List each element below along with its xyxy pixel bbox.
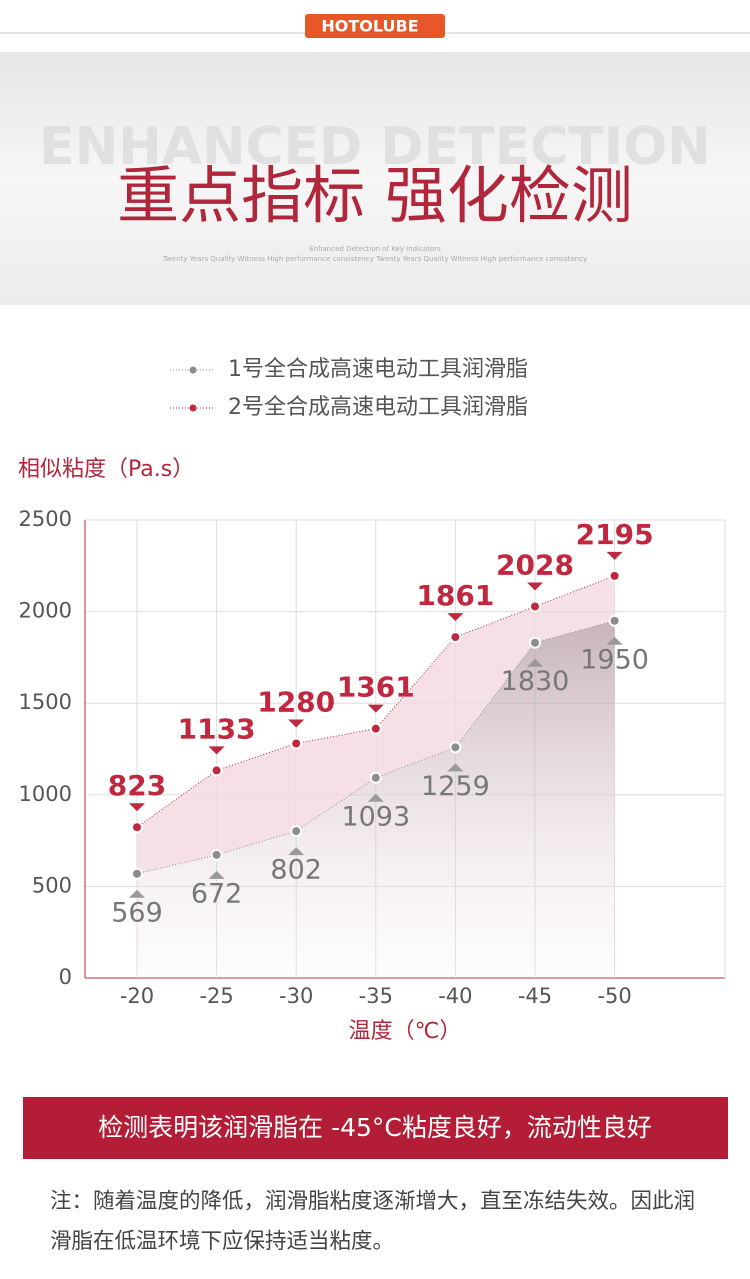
value-label: 2028 [496, 548, 574, 581]
pointer [367, 704, 384, 713]
legend-dot [189, 404, 197, 412]
point [449, 741, 462, 754]
point [369, 771, 382, 784]
x-axis-label: 温度（℃） [349, 1019, 462, 1044]
pointer [288, 847, 305, 856]
y-tick-label: 2500 [19, 507, 72, 531]
legend-dot [189, 366, 197, 374]
point [210, 764, 223, 777]
area-fill [137, 575, 615, 874]
value-label: 1950 [580, 644, 649, 675]
x-tick-label: -35 [359, 984, 393, 1008]
point [529, 600, 541, 613]
pointer [129, 889, 145, 898]
banner-title: 重点指标 强化检测 [117, 159, 633, 232]
point [608, 569, 621, 582]
value-label: 823 [108, 769, 166, 802]
y-tick-label: 1000 [19, 782, 72, 806]
pointer [527, 582, 543, 591]
value-label: 1361 [337, 671, 415, 704]
conclusion-bar [23, 1097, 728, 1159]
point [529, 636, 541, 649]
pointer [606, 551, 623, 560]
point [131, 821, 143, 834]
value-label: 1830 [501, 666, 570, 697]
value-label: 1093 [341, 801, 410, 832]
x-tick-label: -45 [518, 984, 552, 1008]
value-label: 1259 [421, 771, 490, 802]
y-tick-label: 1500 [19, 690, 72, 714]
x-tick-label: -50 [597, 984, 631, 1008]
value-label: 1861 [416, 579, 494, 612]
banner [0, 52, 750, 305]
banner-bg-title: ENHANCED DETECTION [39, 117, 711, 177]
legend-label: 1号全合成高速电动工具润滑脂 [228, 357, 528, 382]
pointer [129, 803, 145, 812]
point [449, 631, 462, 644]
pointer [527, 658, 543, 667]
x-tick-label: -40 [438, 984, 472, 1008]
y-tick-label: 2000 [19, 599, 72, 623]
pointer [447, 613, 464, 622]
value-label: 1133 [178, 712, 256, 745]
y-tick-label: 500 [32, 873, 72, 897]
x-tick-label: -25 [199, 984, 233, 1008]
brand-badge [305, 14, 445, 38]
point [210, 848, 223, 861]
x-tick-label: -30 [279, 984, 313, 1008]
value-label: 1280 [257, 686, 335, 719]
pointer [367, 793, 384, 802]
value-label: 569 [111, 897, 163, 928]
point [290, 737, 303, 750]
brand: HOTOLUBE [321, 17, 418, 36]
conclusion: 检测表明该润滑脂在 -45°C粘度良好，流动性良好 [98, 1113, 652, 1142]
point [131, 867, 143, 880]
pointer [606, 636, 623, 645]
x-tick-label: -20 [120, 984, 154, 1008]
y-tick-label: 0 [59, 965, 72, 989]
point [290, 825, 303, 838]
y-axis-label: 相似粘度（Pa.s） [18, 457, 194, 482]
value-label: 2195 [576, 518, 654, 551]
note: 注：随着温度的降低，润滑脂粘度逐渐增大，直至冻结失效。因此润滑脂在低温环境下应保… [50, 1189, 696, 1254]
banner-sub: Twenty Years Quality Witness High perfor… [162, 255, 587, 263]
pointer [288, 719, 305, 728]
banner-sub: Enhanced Detection of Key Indicators [309, 245, 441, 253]
pointer [208, 870, 225, 879]
value-label: 802 [270, 855, 322, 886]
point [608, 614, 621, 627]
pointer [447, 763, 464, 772]
pointer [208, 746, 225, 755]
point [369, 722, 382, 735]
legend-label: 2号全合成高速电动工具润滑脂 [228, 395, 528, 420]
value-label: 672 [191, 878, 243, 909]
